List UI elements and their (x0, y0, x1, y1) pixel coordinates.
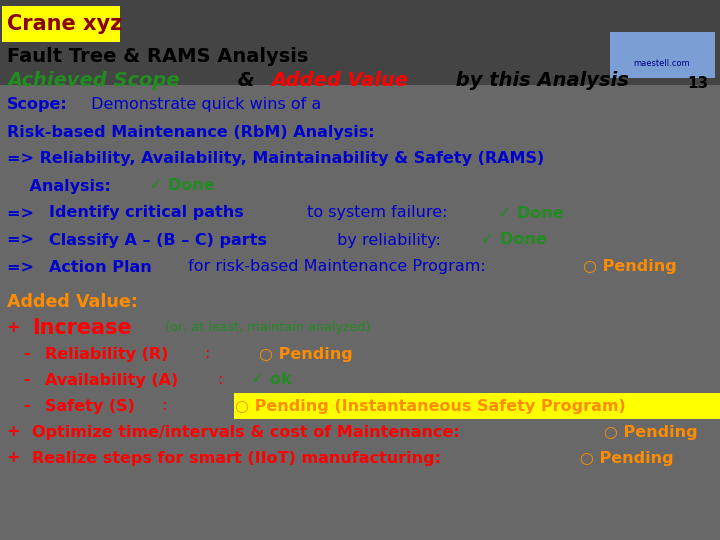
Bar (0, 0, 720, 85)
Text: &: & (231, 71, 261, 90)
Text: Safety (S): Safety (S) (45, 399, 135, 414)
Text: 13: 13 (687, 76, 708, 91)
Text: :: : (218, 373, 244, 388)
Text: =>: => (7, 260, 40, 274)
Text: =>: => (7, 233, 40, 247)
Text: :: : (205, 347, 246, 361)
Text: ○ Pending (Instantaneous Safety Program): ○ Pending (Instantaneous Safety Program) (235, 399, 626, 414)
Text: Reliability (R): Reliability (R) (45, 347, 168, 361)
Text: +: + (7, 321, 26, 335)
Text: Achieved Scope: Achieved Scope (7, 71, 179, 90)
Text: ○ Pending: ○ Pending (563, 450, 674, 465)
Text: Analysis:: Analysis: (7, 179, 117, 193)
Text: Classify A – (B – C) parts: Classify A – (B – C) parts (50, 233, 267, 247)
Bar (2, 6, 120, 42)
Text: +: + (7, 424, 26, 440)
Text: Optimize time/intervals & cost of Maintenance:: Optimize time/intervals & cost of Mainte… (32, 424, 459, 440)
Text: for risk-based Maintenance Program:: for risk-based Maintenance Program: (183, 260, 491, 274)
Text: Added Value: Added Value (271, 71, 408, 90)
Text: ○ Pending: ○ Pending (258, 347, 352, 361)
Text: ✓ Done: ✓ Done (480, 233, 546, 247)
Text: Increase: Increase (32, 318, 132, 338)
Text: -: - (7, 399, 36, 414)
Text: Risk-based Maintenance (RbM) Analysis:: Risk-based Maintenance (RbM) Analysis: (7, 125, 374, 139)
Text: Realize steps for smart (IIoT) manufacturing:: Realize steps for smart (IIoT) manufactu… (32, 450, 441, 465)
Text: Crane xyz: Crane xyz (7, 14, 122, 34)
Text: by reliability:: by reliability: (333, 233, 446, 247)
Text: Availability (A): Availability (A) (45, 373, 178, 388)
Text: ✓ ok: ✓ ok (251, 373, 292, 388)
Text: maestell.com: maestell.com (634, 59, 690, 69)
Bar (610, 32, 715, 78)
Text: ✓ Done: ✓ Done (149, 179, 215, 193)
Text: to system failure:: to system failure: (302, 206, 453, 220)
Text: Demonstrate quick wins of a: Demonstrate quick wins of a (86, 98, 321, 112)
Text: +: + (7, 450, 26, 465)
Text: -: - (7, 373, 36, 388)
Text: Fault Tree & RAMS Analysis: Fault Tree & RAMS Analysis (7, 46, 308, 65)
Text: ○ Pending: ○ Pending (582, 260, 676, 274)
Text: by this Analysis: by this Analysis (449, 71, 629, 90)
Text: Identify critical paths: Identify critical paths (50, 206, 244, 220)
Text: Scope:: Scope: (7, 98, 68, 112)
Text: (or, at least, maintain analyzed): (or, at least, maintain analyzed) (161, 321, 371, 334)
Text: => Reliability, Availability, Maintainability & Safety (RAMS): => Reliability, Availability, Maintainab… (7, 152, 544, 166)
Bar (234, 393, 720, 418)
Text: Added Value:: Added Value: (7, 293, 138, 311)
Text: Action Plan: Action Plan (50, 260, 152, 274)
Text: =>: => (7, 206, 40, 220)
Text: ✓ Done: ✓ Done (498, 206, 564, 220)
Text: :: : (161, 399, 218, 414)
Text: ○ Pending: ○ Pending (588, 424, 698, 440)
Text: -: - (7, 347, 36, 361)
